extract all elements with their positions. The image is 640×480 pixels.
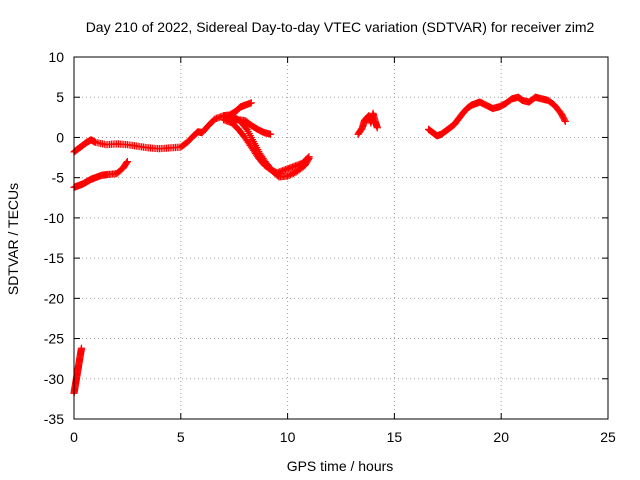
x-tick-label: 5: [177, 429, 185, 445]
x-tick-label: 15: [387, 429, 403, 445]
data-point: [560, 116, 569, 124]
series-cluster-14h: [354, 109, 381, 138]
y-tick-label: -30: [44, 371, 64, 387]
series-track-upper: [70, 99, 255, 156]
series-track-descending-2: [219, 116, 313, 177]
data-point: [266, 130, 275, 138]
series-track-17-23h: [424, 93, 569, 140]
y-tick-label: 0: [56, 129, 64, 145]
data-point: [305, 153, 313, 161]
x-tick-label: 0: [70, 429, 78, 445]
x-tick-label: 10: [280, 429, 296, 445]
data-point: [247, 99, 255, 107]
series-early-spike: [70, 344, 86, 397]
series-track-rising: [226, 114, 275, 138]
y-tick-label: -35: [44, 411, 64, 427]
y-tick-label: -20: [44, 290, 64, 306]
data-point: [123, 157, 131, 166]
chart-title: Day 210 of 2022, Sidereal Day-to-day VTE…: [86, 19, 595, 35]
y-tick-label: -25: [44, 331, 64, 347]
data-points-layer: [70, 93, 569, 397]
data-point: [123, 159, 131, 167]
data-point: [304, 154, 312, 162]
grid-layer: [74, 57, 608, 419]
y-tick-label: -15: [44, 250, 64, 266]
x-tick-label: 25: [600, 429, 616, 445]
y-tick-label: -10: [44, 210, 64, 226]
y-tick-label: 5: [56, 89, 64, 105]
tick-layer: 0 5 10 15 20 25 -35 -30 -25 -20 -15 -10 -5 0 5 10: [44, 49, 616, 445]
x-axis-label: GPS time / hours: [287, 458, 394, 474]
plot-frame: [73, 56, 609, 420]
y-tick-label: 10: [48, 49, 64, 65]
data-point: [561, 117, 569, 125]
data-point: [373, 124, 381, 132]
data-point: [77, 344, 86, 352]
x-tick-label: 20: [493, 429, 509, 445]
y-axis-label: SDTVAR / TECUs: [5, 183, 21, 295]
series-track-lower: [70, 157, 131, 191]
y-tick-label: -5: [52, 170, 65, 186]
